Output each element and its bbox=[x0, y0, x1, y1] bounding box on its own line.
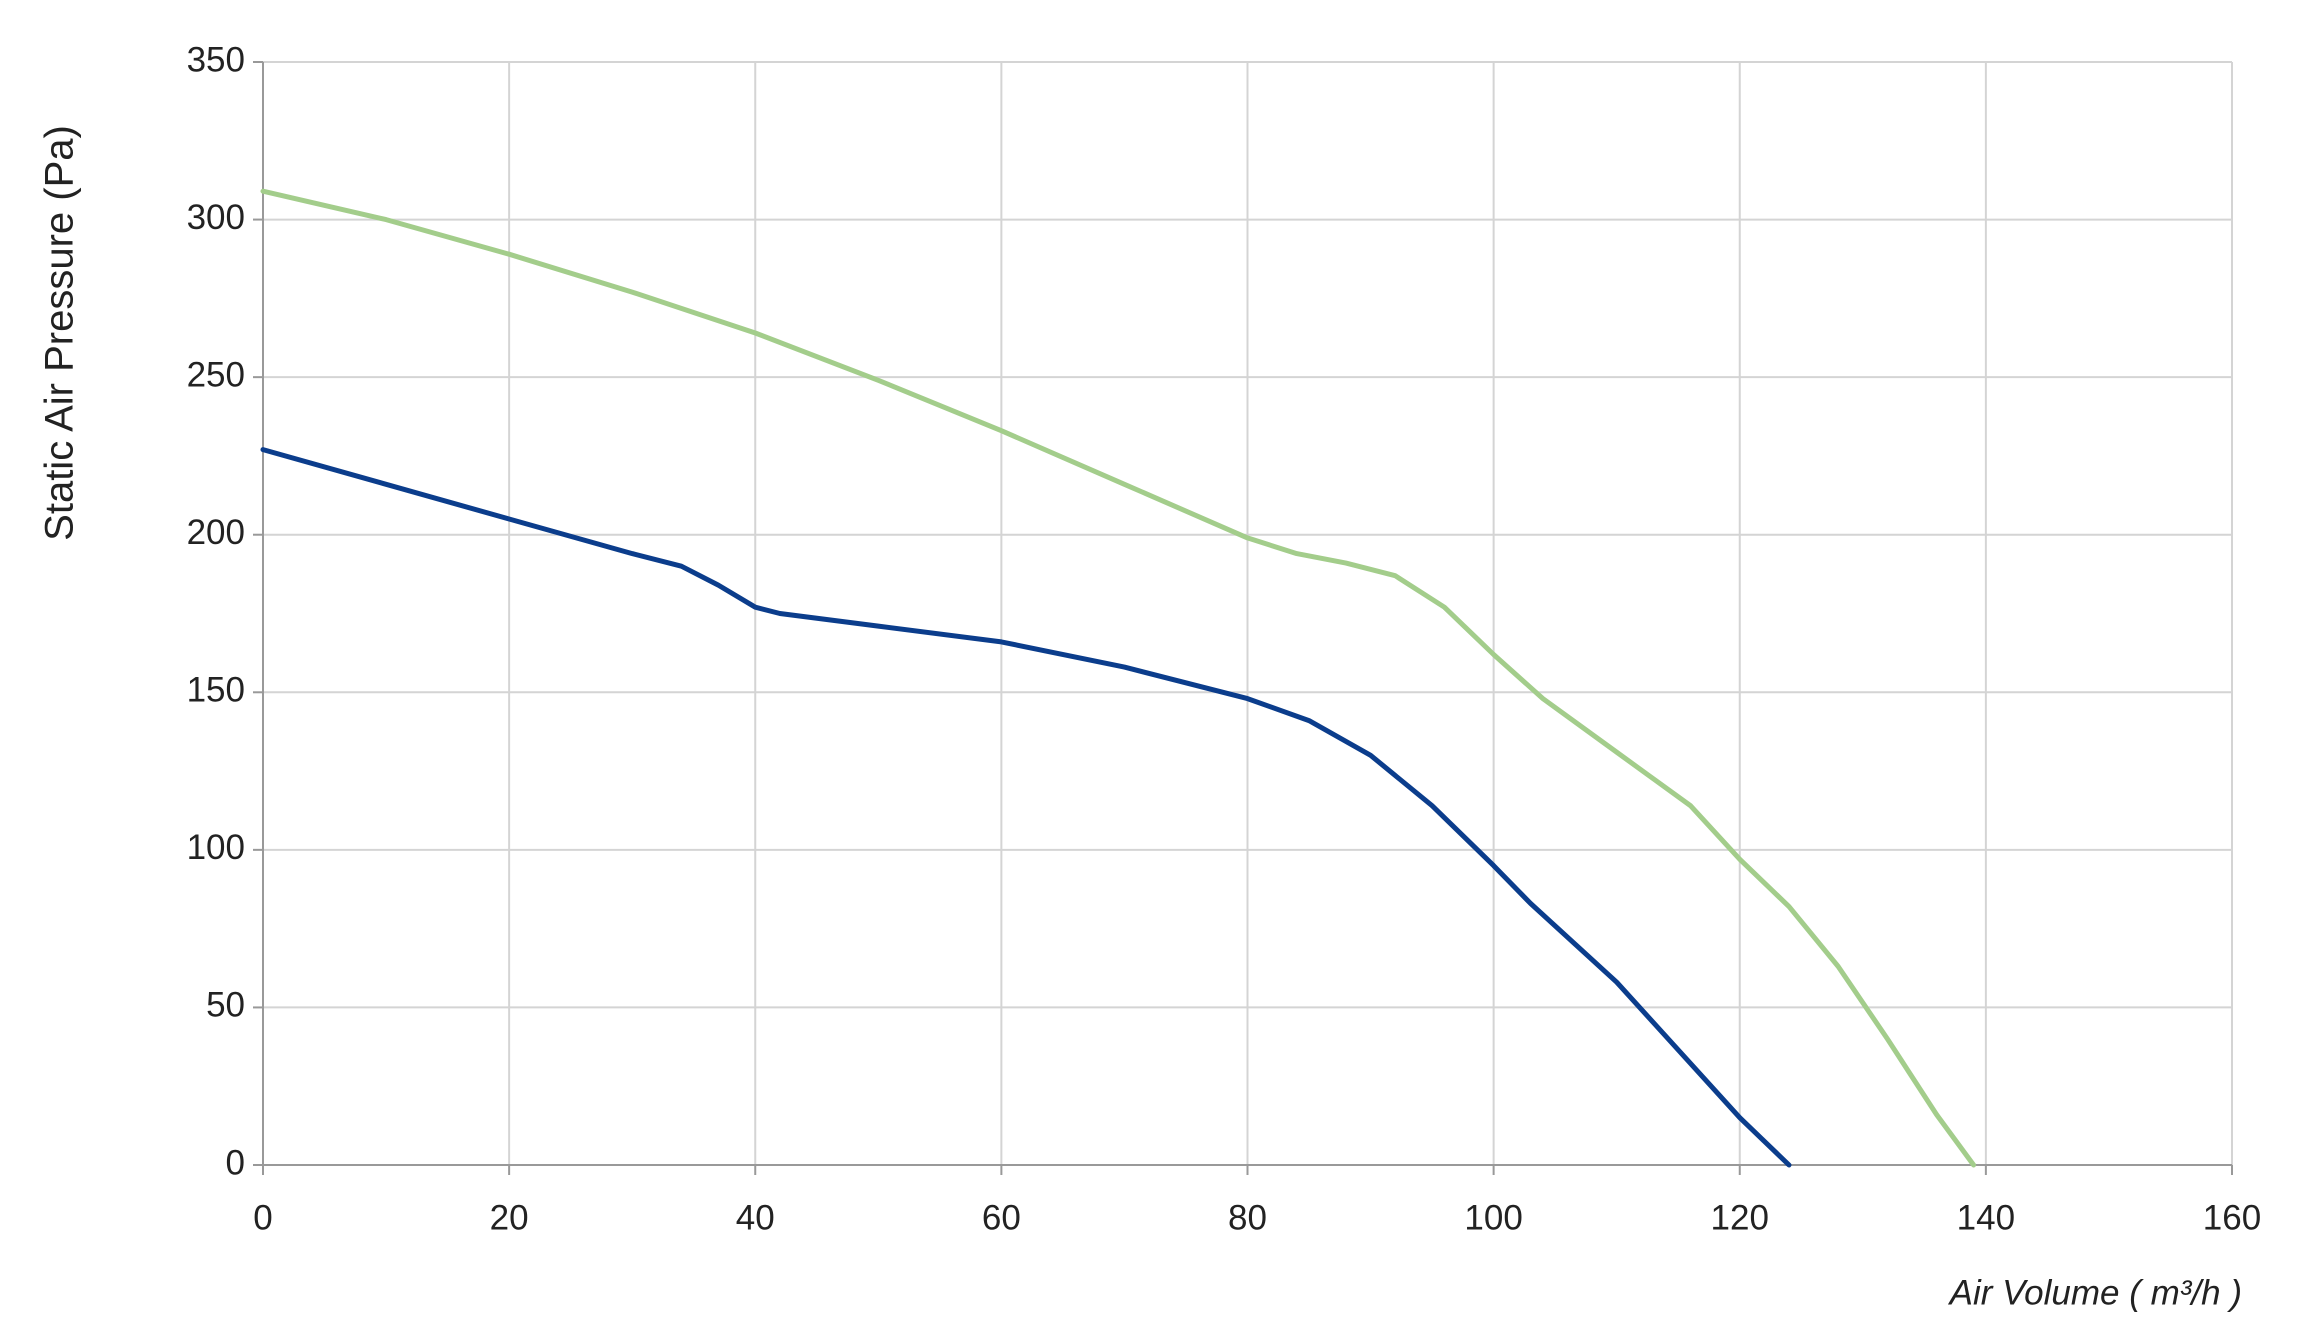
x-tick-label: 60 bbox=[982, 1198, 1021, 1237]
y-tick-label: 250 bbox=[187, 355, 245, 394]
y-tick-label: 100 bbox=[187, 828, 245, 867]
y-tick-label: 150 bbox=[187, 671, 245, 710]
x-tick-label: 40 bbox=[736, 1198, 775, 1237]
x-tick-label: 100 bbox=[1464, 1198, 1522, 1237]
x-axis-label: Air Volume ( m³/h ) bbox=[1948, 1273, 2242, 1312]
x-tick-label: 160 bbox=[2203, 1198, 2261, 1237]
x-tick-label: 120 bbox=[1711, 1198, 1769, 1237]
x-tick-label: 80 bbox=[1228, 1198, 1267, 1237]
y-tick-label: 200 bbox=[187, 513, 245, 552]
y-axis-label: Static Air Pressure (Pa) bbox=[38, 125, 82, 541]
y-tick-label: 350 bbox=[187, 40, 245, 79]
line-series bbox=[260, 447, 1792, 1168]
y-tick-label: 0 bbox=[226, 1143, 245, 1182]
x-tick-label: 140 bbox=[1957, 1198, 2015, 1237]
y-tick-label: 300 bbox=[187, 198, 245, 237]
x-tick-label: 20 bbox=[490, 1198, 529, 1237]
line-series bbox=[260, 188, 1977, 1168]
y-tick-label: 50 bbox=[206, 986, 245, 1025]
x-tick-label: 0 bbox=[253, 1198, 272, 1237]
